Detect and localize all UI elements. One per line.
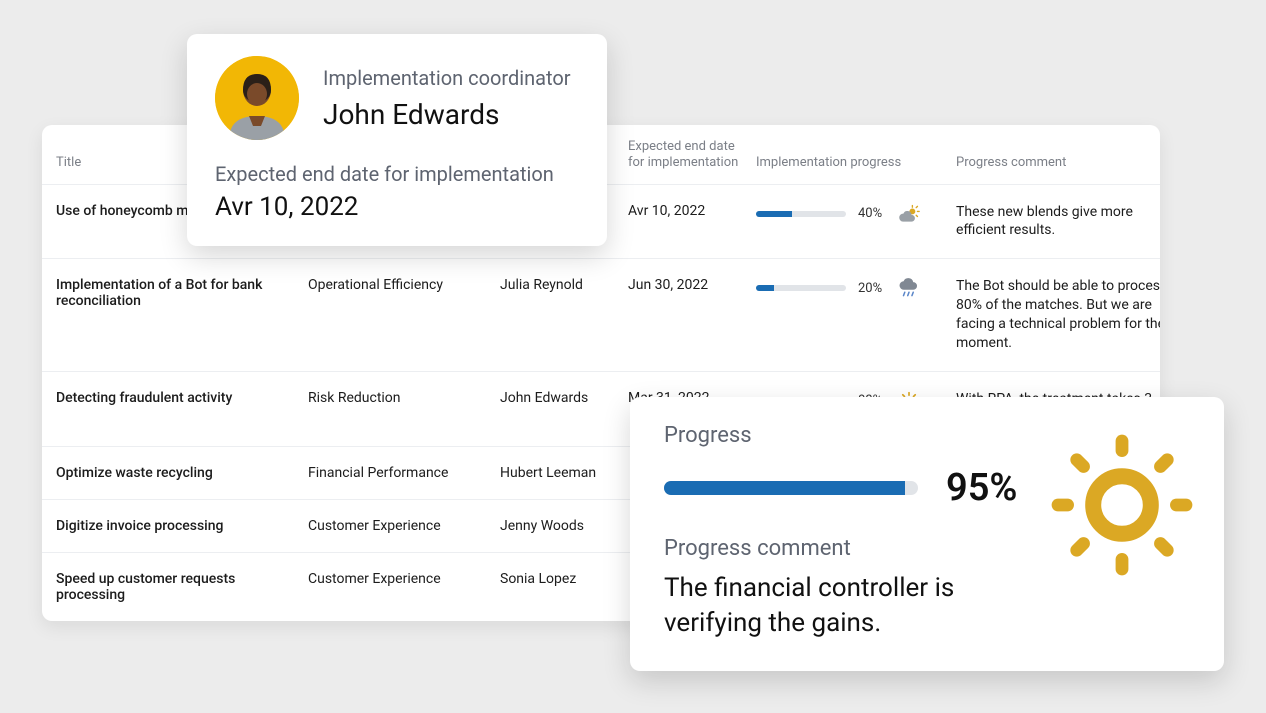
- cell-title: Optimize waste recycling: [56, 465, 286, 481]
- coordinator-role-label: Implementation coordinator: [323, 66, 571, 90]
- cell-title: Detecting fraudulent activity: [56, 390, 286, 406]
- coordinator-name: John Edwards: [323, 98, 571, 131]
- col-comment: Progress comment: [956, 155, 1160, 171]
- progress-track: [756, 211, 846, 217]
- cell-title: Digitize invoice processing: [56, 518, 286, 534]
- cell-progress: 40%: [756, 203, 956, 225]
- cell-comment: These new blends give more efficient res…: [956, 203, 1160, 241]
- progress-percent: 95%: [946, 466, 1017, 510]
- end-date-label: Expected end date for implementation: [215, 162, 579, 186]
- cell-end-date: Jun 30, 2022: [628, 277, 756, 293]
- coordinator-popup: Implementation coordinator John Edwards …: [187, 34, 607, 246]
- avatar-icon: [215, 56, 299, 140]
- progress-bar: [756, 285, 774, 291]
- cell-category: Customer Experience: [308, 518, 500, 534]
- col-end-date: Expected end date for implementation: [628, 139, 756, 172]
- progress-detail-popup: Progress 95% Progress co: [630, 397, 1224, 671]
- progress-percent: 40%: [858, 206, 886, 221]
- progress-track: [756, 285, 846, 291]
- progress-bar: [756, 211, 792, 217]
- progress-percent: 20%: [858, 281, 886, 296]
- progress-bar: [664, 481, 905, 495]
- rain-icon: [898, 277, 920, 299]
- cell-title: Speed up customer requests processing: [56, 571, 286, 603]
- cell-end-date: Avr 10, 2022: [628, 203, 756, 219]
- progress-comment: The financial controller is verifying th…: [664, 571, 1024, 641]
- partly-sunny-icon: [898, 203, 920, 225]
- cell-coordinator: Jenny Woods: [500, 518, 628, 534]
- cell-coordinator: Hubert Leeman: [500, 465, 628, 481]
- col-progress: Implementation progress: [756, 155, 956, 171]
- avatar: [215, 56, 299, 140]
- cell-category: Customer Experience: [308, 571, 500, 587]
- cell-category: Operational Efficiency: [308, 277, 500, 293]
- cell-progress: 20%: [756, 277, 956, 299]
- cell-coordinator: Julia Reynold: [500, 277, 628, 293]
- cell-category: Financial Performance: [308, 465, 500, 481]
- cell-title: Implementation of a Bot for bank reconci…: [56, 277, 286, 309]
- cell-category: Risk Reduction: [308, 390, 500, 406]
- table-row[interactable]: Implementation of a Bot for bank reconci…: [42, 259, 1160, 372]
- progress-track: [664, 481, 918, 495]
- cell-coordinator: John Edwards: [500, 390, 628, 406]
- cell-comment: The Bot should be able to process 80% of…: [956, 277, 1160, 353]
- cell-coordinator: Sonia Lopez: [500, 571, 628, 587]
- sunny-icon: [1042, 425, 1202, 585]
- end-date-value: Avr 10, 2022: [215, 192, 579, 222]
